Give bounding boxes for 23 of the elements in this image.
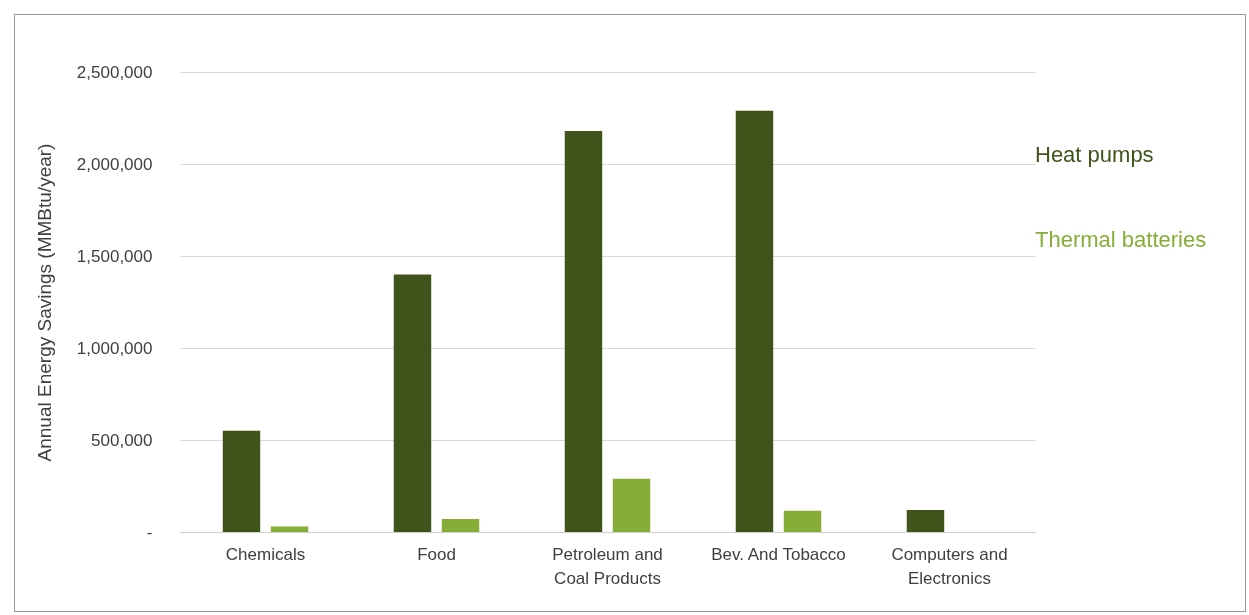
- y-axis-title: Annual Energy Savings (MMBtu/year): [33, 143, 55, 462]
- x-tick-label: Chemicals: [225, 544, 306, 564]
- x-tick-label: Bev. And Tobacco: [711, 544, 846, 564]
- bar: [906, 509, 945, 532]
- y-tick-label: 500,000: [91, 430, 153, 450]
- text: Thermal batteries: [1035, 226, 1207, 252]
- bar: [783, 510, 822, 532]
- x-tick-label: Computers and Electronics: [891, 544, 1008, 588]
- bar: [441, 519, 480, 532]
- bar: [222, 430, 261, 532]
- bar: [564, 130, 603, 532]
- y-tick-label: 1,000,000: [76, 338, 153, 358]
- bar: [270, 526, 309, 532]
- x-tick-label: Food: [417, 544, 456, 564]
- y-tick-label: 2,500,000: [76, 62, 153, 82]
- x-tick-label: Petroleum and Coal Products: [552, 544, 663, 588]
- y-tick-label: 2,000,000: [76, 154, 153, 174]
- bar: [735, 110, 774, 532]
- bar: [393, 274, 432, 532]
- text: Heat pumps: [1035, 141, 1154, 167]
- y-tick-label: 1,500,000: [76, 246, 153, 266]
- bar: [612, 478, 651, 532]
- y-tick-label: -: [146, 522, 153, 542]
